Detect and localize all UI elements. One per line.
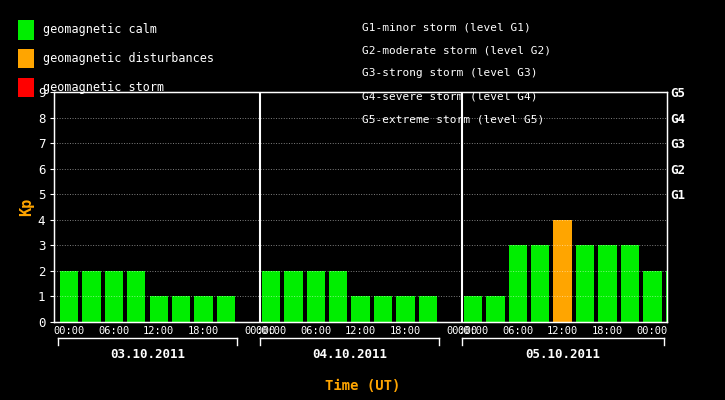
Bar bbox=[598, 245, 617, 322]
Bar bbox=[284, 271, 302, 322]
Text: G5-extreme storm (level G5): G5-extreme storm (level G5) bbox=[362, 115, 544, 125]
Text: G1-minor storm (level G1): G1-minor storm (level G1) bbox=[362, 22, 531, 32]
Bar bbox=[217, 296, 235, 322]
Text: G3-strong storm (level G3): G3-strong storm (level G3) bbox=[362, 68, 538, 78]
Text: 04.10.2011: 04.10.2011 bbox=[312, 348, 387, 360]
Bar bbox=[172, 296, 191, 322]
Bar bbox=[329, 271, 347, 322]
Text: G2-moderate storm (level G2): G2-moderate storm (level G2) bbox=[362, 45, 552, 55]
Bar bbox=[82, 271, 101, 322]
Y-axis label: Kp: Kp bbox=[19, 198, 33, 216]
Bar bbox=[59, 271, 78, 322]
Bar bbox=[486, 296, 505, 322]
Bar bbox=[576, 245, 594, 322]
Bar bbox=[374, 296, 392, 322]
Bar bbox=[666, 271, 684, 322]
Text: 05.10.2011: 05.10.2011 bbox=[525, 348, 600, 360]
Text: Time (UT): Time (UT) bbox=[325, 379, 400, 393]
Bar bbox=[553, 220, 572, 322]
Bar bbox=[307, 271, 325, 322]
Bar bbox=[688, 245, 706, 322]
Text: geomagnetic storm: geomagnetic storm bbox=[43, 81, 164, 94]
Bar bbox=[194, 296, 213, 322]
Bar bbox=[531, 245, 550, 322]
Bar bbox=[104, 271, 123, 322]
Bar bbox=[352, 296, 370, 322]
Bar bbox=[149, 296, 168, 322]
Bar bbox=[397, 296, 415, 322]
Bar bbox=[464, 296, 482, 322]
Bar bbox=[508, 245, 527, 322]
Text: geomagnetic calm: geomagnetic calm bbox=[43, 24, 157, 36]
Bar bbox=[643, 271, 662, 322]
Bar bbox=[419, 296, 437, 322]
Bar bbox=[127, 271, 146, 322]
Bar bbox=[262, 271, 280, 322]
Text: geomagnetic disturbances: geomagnetic disturbances bbox=[43, 52, 214, 65]
Bar bbox=[621, 245, 639, 322]
Text: G4-severe storm (level G4): G4-severe storm (level G4) bbox=[362, 92, 538, 102]
Text: 03.10.2011: 03.10.2011 bbox=[110, 348, 185, 360]
